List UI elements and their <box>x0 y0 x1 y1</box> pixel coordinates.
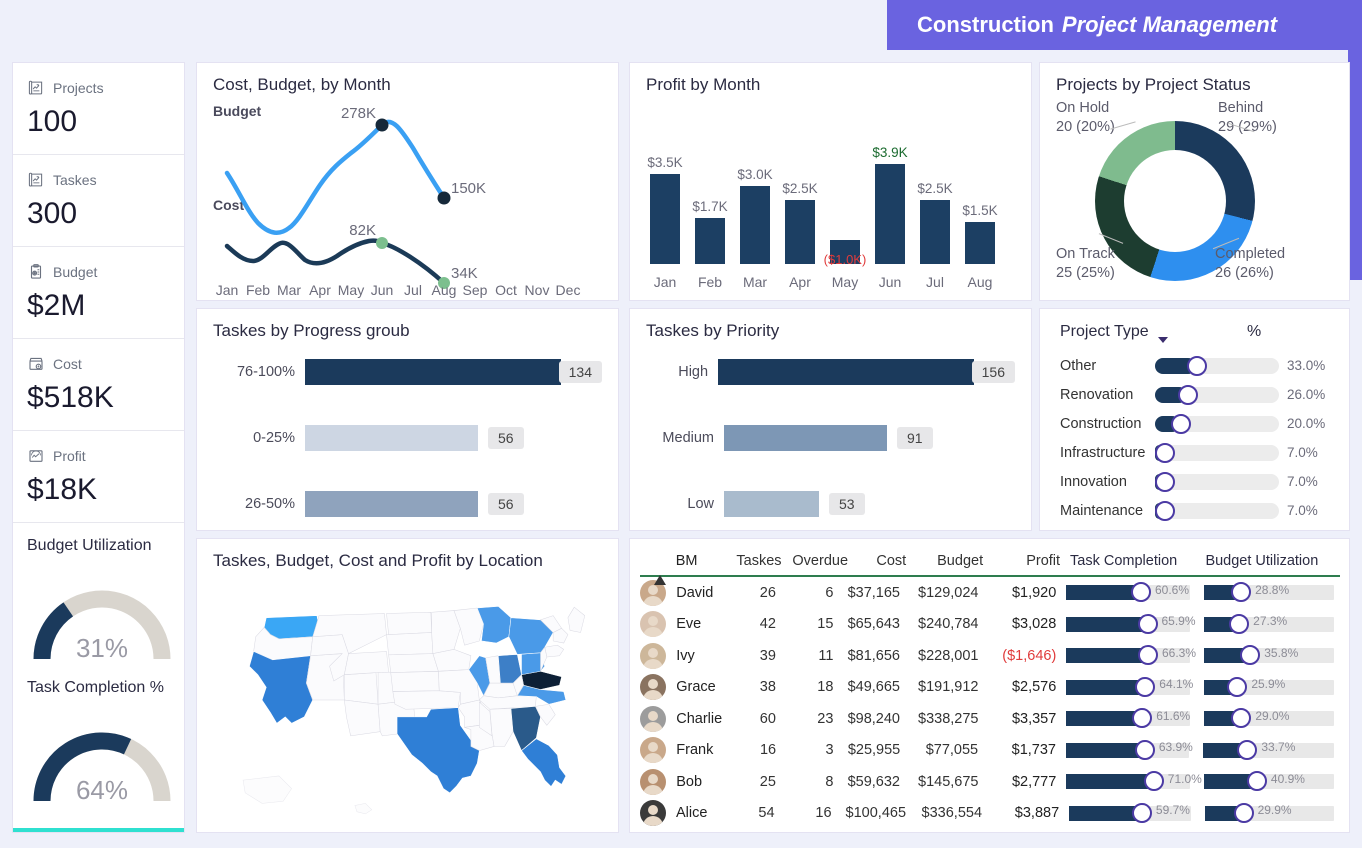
svg-text:278K: 278K <box>341 105 376 122</box>
svg-text:May: May <box>338 282 364 298</box>
svg-text:Oct: Oct <box>495 282 517 298</box>
svg-text:34K: 34K <box>451 265 478 282</box>
svg-text:Sep: Sep <box>463 282 488 298</box>
svg-text:Feb: Feb <box>246 282 270 298</box>
svg-text:82K: 82K <box>349 222 376 239</box>
svg-text:Jun: Jun <box>371 282 394 298</box>
svg-text:31%: 31% <box>76 633 128 663</box>
svg-text:150K: 150K <box>451 180 486 197</box>
svg-text:Mar: Mar <box>277 282 301 298</box>
svg-text:Jul: Jul <box>404 282 422 298</box>
svg-text:Jan: Jan <box>216 282 239 298</box>
svg-text:Nov: Nov <box>525 282 550 298</box>
svg-text:Aug: Aug <box>432 282 457 298</box>
svg-text:Dec: Dec <box>556 282 581 298</box>
svg-text:Apr: Apr <box>309 282 331 298</box>
svg-text:64%: 64% <box>76 775 128 805</box>
